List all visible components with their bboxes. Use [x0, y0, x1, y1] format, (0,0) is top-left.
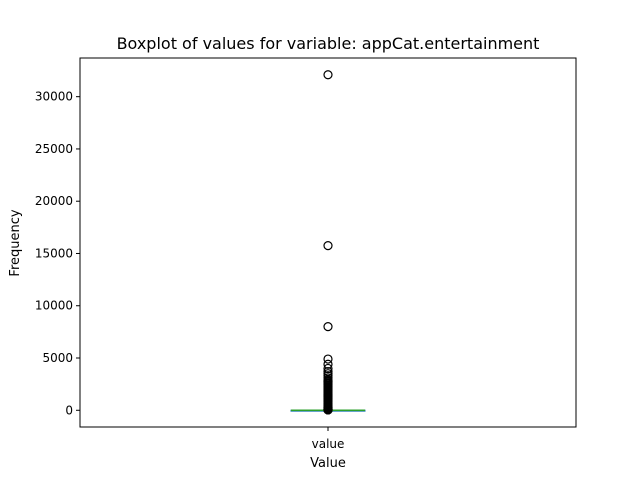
y-tick-label: 30000: [35, 90, 73, 104]
x-tick-label: value: [312, 437, 345, 451]
chart-title: Boxplot of values for variable: appCat.e…: [117, 34, 540, 53]
y-axis: 0 5000 10000 15000 20000 25000 30000: [35, 90, 80, 417]
y-tick-label: 15000: [35, 246, 73, 260]
outlier-point: [323, 322, 333, 332]
y-tick-label: 10000: [35, 299, 73, 313]
y-tick-label: 20000: [35, 194, 73, 208]
outlier-point: [323, 70, 333, 80]
y-tick-label: 0: [65, 403, 73, 417]
outlier-series: [323, 70, 333, 415]
outlier-point: [323, 363, 333, 374]
outlier-point: [323, 241, 333, 251]
y-axis-label: Frequency: [8, 209, 23, 276]
x-axis-label: Value: [310, 456, 346, 471]
y-tick-label: 5000: [42, 351, 73, 365]
outlier-point: [323, 405, 333, 415]
outlier-point: [323, 359, 333, 369]
x-axis: value: [312, 427, 345, 451]
y-tick-label: 25000: [35, 142, 73, 156]
outlier-point: [323, 354, 333, 364]
